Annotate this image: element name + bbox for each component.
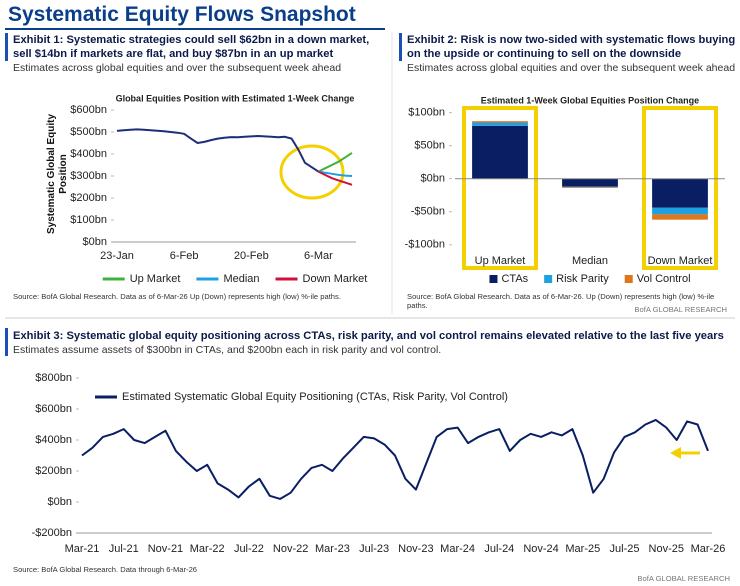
y-tick-label: $400bn <box>35 434 72 446</box>
legend: Up Market Median Down Market <box>102 273 368 285</box>
y-tick-label: $200bn <box>35 465 72 477</box>
bar-segment <box>472 121 528 123</box>
series-line <box>317 152 353 173</box>
bar-segment <box>562 178 618 187</box>
x-tick-label: Jul-23 <box>359 543 389 555</box>
legend-label: Down Market <box>303 273 368 285</box>
y-tick-label: $0bn <box>421 173 445 185</box>
chart-title: Global Equities Position with Estimated … <box>116 93 355 103</box>
legend-label: Vol Control <box>637 273 691 285</box>
y-tick-label: $500bn <box>70 126 107 138</box>
annotation-arrowhead <box>670 447 681 459</box>
x-tick-label: Mar-24 <box>440 543 475 555</box>
bar-segment <box>652 178 708 208</box>
x-tick-label: Nov-25 <box>649 543 684 555</box>
x-tick-label: 23-Jan <box>100 250 134 262</box>
exhibit-heading: Exhibit 1: Systematic strategies could s… <box>13 34 370 60</box>
x-tick-label: Nov-23 <box>398 543 433 555</box>
y-tick-label: -$50bn <box>411 206 445 218</box>
x-tick-label: Nov-22 <box>273 543 308 555</box>
x-tick-label: 20-Feb <box>234 250 269 262</box>
brand: BofA GLOBAL RESEARCH <box>637 574 730 583</box>
brand: BofA GLOBAL RESEARCH <box>634 305 727 314</box>
x-tick-label: Mar-23 <box>315 543 350 555</box>
y-tick-label: $200bn <box>70 192 107 204</box>
y-tick-label: $300bn <box>70 170 107 182</box>
x-tick-label: Jul-21 <box>109 543 139 555</box>
series-line <box>81 418 709 500</box>
exhibit-subtitle: Estimates across global equities and ove… <box>13 62 342 74</box>
accent-bar <box>5 328 8 356</box>
x-tick-label: 6-Feb <box>170 250 199 262</box>
y-tick-label: $50bn <box>414 140 445 152</box>
highlight-box <box>642 106 718 270</box>
x-tick-label: Nov-24 <box>523 543 558 555</box>
series-line <box>116 128 319 173</box>
y-axis-label: Systematic Global Equity Position <box>46 113 69 235</box>
y-tick-label: -$200bn <box>32 527 72 539</box>
bar-segment <box>472 125 528 179</box>
legend-swatch <box>624 275 633 283</box>
x-tick-label: Median <box>572 255 608 267</box>
x-tick-label: Mar-22 <box>190 543 225 555</box>
y-tick-label: -$100bn <box>405 239 445 251</box>
legend-label: Up Market <box>130 273 181 285</box>
y-tick-label: $100bn <box>70 214 107 226</box>
y-tick-label: $0bn <box>48 496 72 508</box>
y-tick-label: $600bn <box>70 104 107 116</box>
bar-segment <box>472 122 528 126</box>
y-tick-label: $100bn <box>408 107 445 119</box>
legend-label: CTAs <box>501 273 528 285</box>
source-note: Source: BofA Global Research. Data as of… <box>13 292 341 301</box>
accent-bar <box>5 33 8 61</box>
x-tick-label: Up Market <box>475 255 526 267</box>
exhibit-subtitle: Estimates assume assets of $300bn in CTA… <box>13 344 442 356</box>
y-tick-label: $400bn <box>70 148 107 160</box>
legend-swatch <box>544 275 553 283</box>
legend-label: Risk Parity <box>556 273 609 285</box>
legend: CTAs Risk Parity Vol Control <box>489 273 691 285</box>
x-tick-label: Mar-25 <box>565 543 600 555</box>
page-title: Systematic Equity Flows Snapshot <box>8 3 356 26</box>
bar-segment <box>562 187 618 188</box>
y-tick-label: $0bn <box>83 236 107 248</box>
legend-label: Estimated Systematic Global Equity Posit… <box>122 391 508 403</box>
y-tick-label: $600bn <box>35 403 72 415</box>
x-tick-label: Mar-21 <box>65 543 100 555</box>
x-tick-label: Jul-24 <box>484 543 514 555</box>
exhibit-heading: Exhibit 3: Systematic global equity posi… <box>13 330 724 342</box>
bar-segment <box>652 214 708 220</box>
legend: Estimated Systematic Global Equity Posit… <box>95 391 508 403</box>
exhibit-subtitle: Estimates across global equities and ove… <box>407 62 736 74</box>
x-tick-label: Mar-26 <box>691 543 726 555</box>
bar-segment <box>652 207 708 215</box>
bar-segment <box>562 186 618 188</box>
y-tick-label: $800bn <box>35 372 72 384</box>
x-tick-label: 6-Mar <box>304 250 333 262</box>
source-note: Source: BofA Global Research. Data throu… <box>13 565 198 574</box>
exhibit-heading: Exhibit 2: Risk is now two-sided with sy… <box>407 34 736 60</box>
highlight-box <box>462 106 538 270</box>
x-tick-label: Down Market <box>648 255 713 267</box>
legend-swatch <box>489 275 498 283</box>
highlight-circle <box>279 144 345 200</box>
x-tick-label: Jul-22 <box>234 543 264 555</box>
series-line <box>317 170 353 186</box>
chart-title: Estimated 1-Week Global Equities Positio… <box>481 95 699 105</box>
x-tick-label: Jul-25 <box>610 543 640 555</box>
series-line <box>318 170 353 177</box>
accent-bar <box>399 33 402 61</box>
legend-label: Median <box>223 273 259 285</box>
source-note: Source: BofA Global Research. Data as of… <box>407 292 715 310</box>
x-tick-label: Nov-21 <box>148 543 183 555</box>
